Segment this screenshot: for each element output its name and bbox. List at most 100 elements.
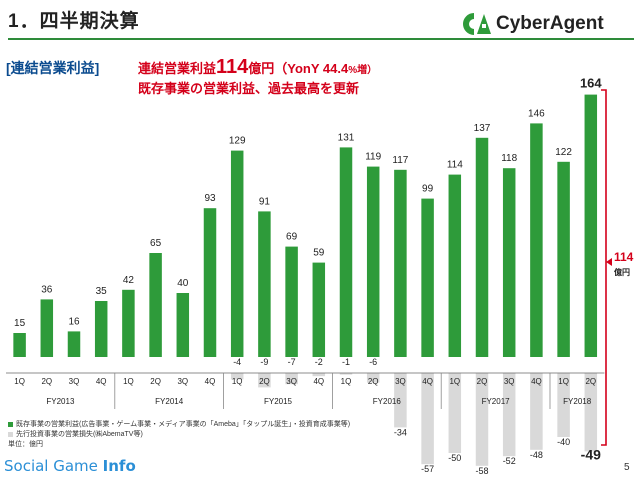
tick-label-quarter: 3Q xyxy=(395,377,406,386)
data-label-positive: 42 xyxy=(123,275,135,286)
bar-positive xyxy=(394,169,407,357)
bar-positive xyxy=(557,161,570,357)
tick-label-quarter: 1Q xyxy=(449,377,460,386)
unit-note: 単位：億円 xyxy=(8,441,43,448)
tick-label-quarter: 3Q xyxy=(69,377,80,386)
legend-label-positive: 既存事業の営業利益(広告事業・ゲーム事業・メディア事業の「Ameba」「タップル… xyxy=(16,421,351,428)
tick-label-quarter: 2Q xyxy=(585,377,596,386)
headline-prefix: 連結営業利益 xyxy=(138,61,217,76)
data-label-positive: 146 xyxy=(528,108,545,119)
bar-positive xyxy=(285,246,298,357)
bar-positive xyxy=(421,198,434,357)
tick-label-quarter: 1Q xyxy=(123,377,134,386)
data-label-negative: -34 xyxy=(394,427,407,437)
tick-label-fiscal-year: FY2013 xyxy=(46,397,75,406)
data-label-negative: -52 xyxy=(503,456,516,466)
bar-positive xyxy=(339,147,353,357)
data-label-negative: -4 xyxy=(233,357,241,367)
data-label-positive: 59 xyxy=(313,248,325,259)
data-label-positive: 117 xyxy=(392,155,408,166)
tick-label-quarter: 3Q xyxy=(177,377,188,386)
tick-label-quarter: 2Q xyxy=(41,377,52,386)
bar-negative xyxy=(448,373,462,453)
tick-label-fiscal-year: FY2017 xyxy=(482,397,511,406)
bar-negative xyxy=(475,373,489,466)
data-label-negative: -7 xyxy=(288,357,296,367)
data-label-negative: -2 xyxy=(315,357,323,367)
page-title: 1．四半期決算 xyxy=(8,11,140,32)
tick-label-quarter: 3Q xyxy=(504,377,515,386)
headline-value: 114 xyxy=(216,56,249,78)
tick-label-quarter: 1Q xyxy=(232,377,243,386)
tick-label-quarter: 2Q xyxy=(150,377,161,386)
legend-label-negative: 先行投資事業の営業損失(㈱AbemaTV等) xyxy=(16,431,143,438)
data-label-negative: -57 xyxy=(421,464,434,474)
tick-label-fiscal-year: FY2016 xyxy=(373,397,402,406)
title-rule xyxy=(8,38,634,40)
data-label-positive: 99 xyxy=(422,184,434,195)
bracket-unit: 億円 xyxy=(614,268,630,277)
legend-swatch-negative xyxy=(8,431,13,437)
tick-label-quarter: 2Q xyxy=(259,377,270,386)
data-label-positive: 122 xyxy=(555,147,572,158)
data-label-negative: -58 xyxy=(475,466,488,476)
tick-label-quarter: 1Q xyxy=(14,377,25,386)
data-label-negative: -9 xyxy=(260,357,268,367)
bar-negative xyxy=(285,373,298,385)
data-label-positive: 15 xyxy=(14,318,26,329)
legend-swatch-positive xyxy=(8,421,13,427)
tick-label-quarter: 4Q xyxy=(205,377,216,386)
bar-negative xyxy=(530,373,543,450)
bar-positive xyxy=(40,299,54,357)
data-label-positive: 91 xyxy=(259,196,271,207)
tick-label-fiscal-year: FY2015 xyxy=(264,397,293,406)
tick-label-quarter: 4Q xyxy=(531,377,542,386)
data-label-positive: 40 xyxy=(177,278,189,289)
headline-line2: 既存事業の営業利益、過去最高を更新 xyxy=(138,81,360,96)
data-label-negative: -6 xyxy=(369,357,377,367)
tick-label-fiscal-year: FY2018 xyxy=(563,397,592,406)
bar-positive xyxy=(584,94,598,357)
bar-positive xyxy=(203,208,217,357)
data-label-negative: -48 xyxy=(530,450,543,460)
legend-item-negative: 先行投資事業の営業損失(㈱AbemaTV等) xyxy=(8,430,350,440)
tick-label-quarter: 3Q xyxy=(286,377,297,386)
bar-positive xyxy=(94,301,108,357)
data-label-positive: 69 xyxy=(286,232,298,243)
headline-line1: 連結営業利益114億円（YonY 44.4%増） xyxy=(138,56,377,79)
footer-brand-bold: Info xyxy=(102,457,136,475)
tick-label-fiscal-year: FY2014 xyxy=(155,397,184,406)
bar-positive xyxy=(448,174,462,357)
cyberagent-logo: CyberAgent xyxy=(458,10,604,38)
data-label-positive: 36 xyxy=(41,284,53,295)
tick-label-quarter: 1Q xyxy=(558,377,569,386)
data-label-positive: 114 xyxy=(447,160,463,171)
headline-unit: 億円（YonY 44.4 xyxy=(248,61,349,76)
bar-positive xyxy=(530,123,543,358)
bar-negative xyxy=(339,373,353,375)
section-label: [連結営業利益] xyxy=(6,60,100,76)
data-label-positive: 164 xyxy=(580,76,602,91)
bracket-line xyxy=(601,89,607,446)
data-label-positive: 119 xyxy=(365,152,381,163)
logo-text: CyberAgent xyxy=(496,13,604,34)
bar-positive xyxy=(366,166,380,357)
data-label-negative: -50 xyxy=(448,453,461,463)
headline-suffix: %増） xyxy=(348,65,378,76)
data-label-positive: 131 xyxy=(338,132,355,143)
data-label-negative: -49 xyxy=(581,446,601,462)
data-label-positive: 35 xyxy=(96,286,108,297)
bar-negative xyxy=(502,373,516,457)
bar-negative xyxy=(366,373,380,383)
data-label-positive: 65 xyxy=(150,238,162,249)
bar-negative xyxy=(557,373,570,437)
bar-negative xyxy=(584,373,598,452)
data-label-positive: 129 xyxy=(229,136,246,147)
bar-positive xyxy=(475,137,489,357)
data-label-positive: 118 xyxy=(501,153,517,164)
tick-label-quarter: 1Q xyxy=(341,377,352,386)
tick-label-quarter: 4Q xyxy=(96,377,107,386)
tick-label-quarter: 2Q xyxy=(368,377,379,386)
data-label-negative: -1 xyxy=(342,357,350,367)
